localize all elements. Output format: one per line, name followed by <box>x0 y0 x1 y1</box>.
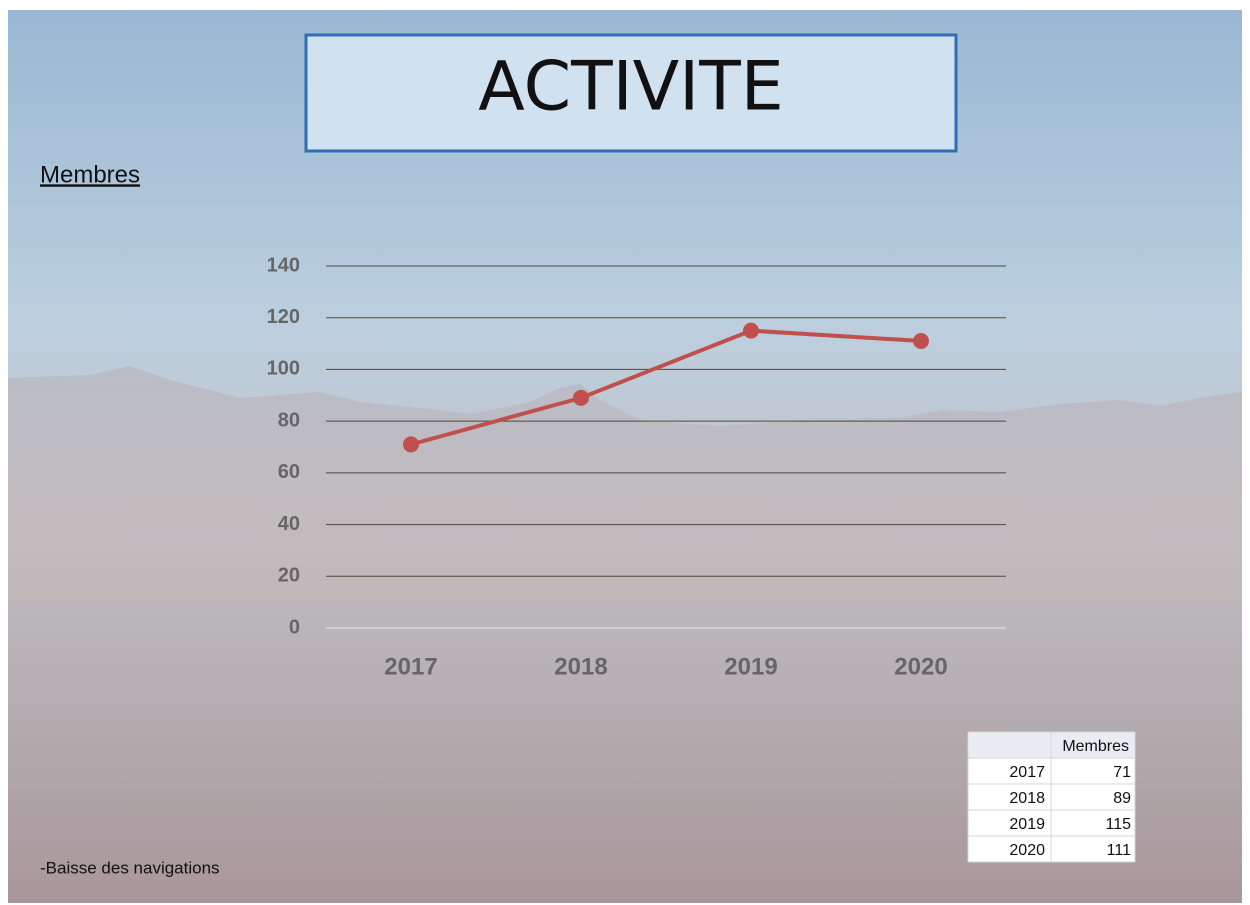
marker <box>913 333 929 349</box>
y-tick-label: 120 <box>267 306 300 328</box>
x-tick-label: 2020 <box>894 653 947 680</box>
x-tick-label: 2018 <box>554 653 607 680</box>
table-header: Membres <box>1062 738 1129 755</box>
marker <box>573 390 589 406</box>
table-year: 2020 <box>1009 842 1045 859</box>
subtitle: Membres <box>40 161 140 188</box>
table-value: 89 <box>1113 790 1131 807</box>
slide: ACTIVITE Membres -Baisse des navigations… <box>0 0 1250 905</box>
x-tick-label: 2019 <box>724 653 777 680</box>
table-value: 71 <box>1113 764 1131 781</box>
table-value: 111 <box>1107 842 1131 859</box>
x-tick-label: 2017 <box>384 653 437 680</box>
y-tick-label: 0 <box>289 616 300 638</box>
table-year: 2019 <box>1009 816 1045 833</box>
marker <box>403 436 419 452</box>
y-tick-label: 100 <box>267 358 300 380</box>
title: ACTIVITE <box>478 48 783 127</box>
y-tick-label: 20 <box>278 565 300 587</box>
y-tick-label: 40 <box>278 513 300 535</box>
y-tick-label: 60 <box>278 461 300 483</box>
y-tick-label: 80 <box>278 409 300 431</box>
table-value: 115 <box>1105 816 1131 833</box>
table-year: 2018 <box>1009 790 1045 807</box>
y-tick-label: 140 <box>267 254 300 276</box>
marker <box>743 323 759 339</box>
table-year: 2017 <box>1009 764 1045 781</box>
note: -Baisse des navigations <box>40 858 220 877</box>
